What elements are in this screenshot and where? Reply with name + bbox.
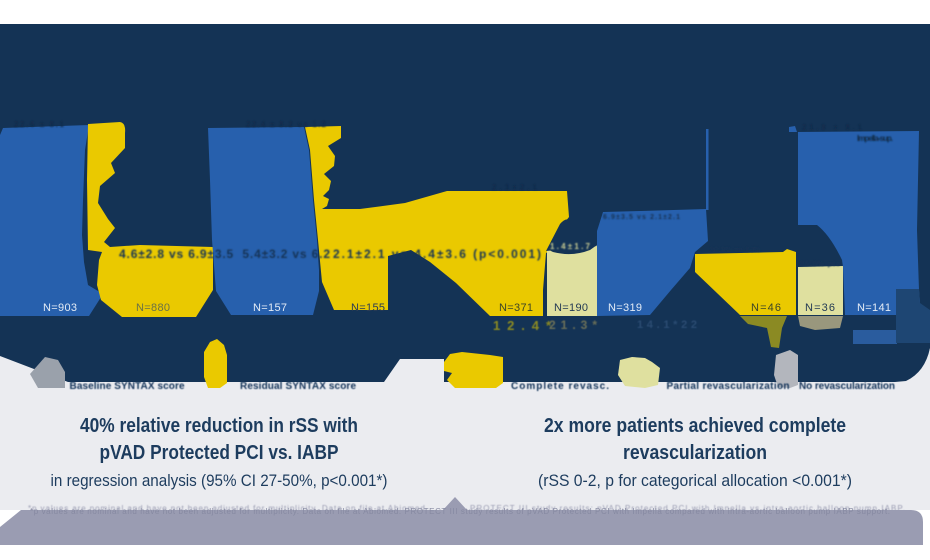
- svg-text:N=371: N=371: [499, 302, 533, 314]
- svg-text:N=155: N=155: [351, 302, 385, 314]
- svg-text:*p values are nominal and have: *p values are nominal and have not been …: [30, 507, 890, 516]
- svg-text:Residual SYNTAX score: Residual SYNTAX score: [240, 381, 356, 392]
- svg-text:Impella-sup.: Impella-sup.: [857, 134, 893, 143]
- svg-text:N=880: N=880: [136, 302, 170, 314]
- svg-text:N=46: N=46: [751, 302, 781, 314]
- svg-text:12.4*: 12.4*: [493, 318, 552, 333]
- svg-text:2.1±2.1: 2.1±2.1: [492, 183, 538, 192]
- svg-text:1.4±1.7: 1.4±1.7: [550, 242, 591, 251]
- svg-text:PROTECT III study results; pVA: PROTECT III study results; pVAD Protecte…: [470, 504, 905, 513]
- svg-text:N=903: N=903: [43, 302, 77, 314]
- svg-text:29.3% vs 14%: 29.3% vs 14%: [710, 247, 761, 254]
- svg-text:Partial revascularization: Partial revascularization: [667, 381, 790, 392]
- svg-text:(rSS 0-2, p for categorical al: (rSS 0-2, p for categorical allocation <…: [538, 471, 852, 490]
- svg-text:N=141: N=141: [857, 302, 891, 314]
- svg-text:Baseline SYNTAX score: Baseline SYNTAX score: [70, 381, 185, 392]
- svg-text:Complete revasc.: Complete revasc.: [511, 381, 609, 392]
- svg-text:14.1*22: 14.1*22: [637, 319, 697, 331]
- svg-text:22.9% pts: 22.9% pts: [800, 261, 840, 268]
- svg-text:22.4 ± 8.2 vs 1.2: 22.4 ± 8.2 vs 1.2: [246, 120, 327, 129]
- svg-text:22.6 ± 8.1: 22.6 ± 8.1: [14, 120, 65, 129]
- svg-text:N=190: N=190: [554, 302, 588, 314]
- svg-text:revascularization: revascularization: [623, 442, 767, 464]
- svg-text:40% relative reduction in rSS: 40% relative reduction in rSS with: [80, 415, 358, 437]
- svg-text:pVAD Protected PCI vs. IABP: pVAD Protected PCI vs. IABP: [100, 442, 339, 464]
- svg-text:2x more patients achieved comp: 2x more patients achieved complete: [544, 415, 846, 437]
- svg-text:N=319: N=319: [608, 302, 642, 314]
- svg-text:6.9±3.5 vs 2.1±2.1: 6.9±3.5 vs 2.1±2.1: [603, 214, 680, 221]
- svg-text:N=157: N=157: [253, 302, 287, 314]
- svg-text:N=36: N=36: [805, 302, 835, 314]
- svg-text:in regression analysis (95% CI: in regression analysis (95% CI 27-50%, p…: [51, 471, 388, 490]
- svg-text:No revascularization: No revascularization: [799, 381, 895, 392]
- svg-text:21.3*: 21.3*: [549, 318, 597, 332]
- svg-text:*p values are nominal and have: *p values are nominal and have not been …: [28, 504, 428, 513]
- svg-text:4.6±2.8 vs 6.9±3.5 5.4±3.2 vs: 4.6±2.8 vs 6.9±3.5 5.4±3.2 vs 6.2: [119, 247, 330, 261]
